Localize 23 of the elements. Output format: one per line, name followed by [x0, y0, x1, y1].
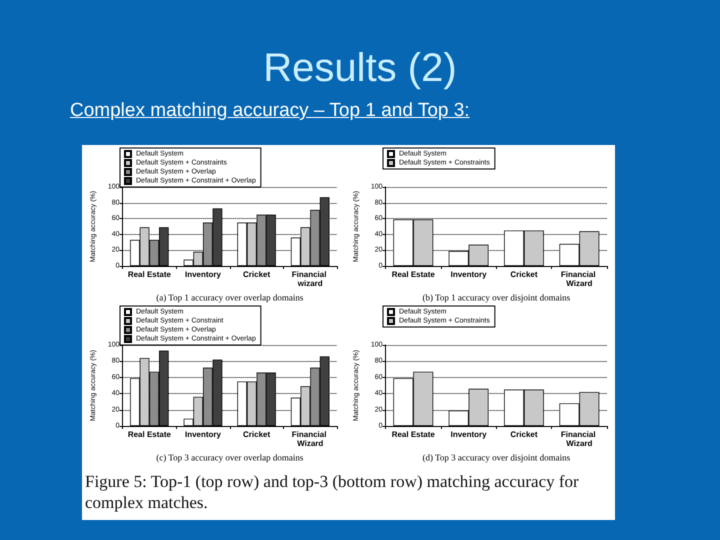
- x-tick-label: Real Estate: [128, 430, 172, 439]
- x-tick-label: Cricket: [510, 270, 538, 279]
- x-tick-label: Cricket: [243, 430, 270, 439]
- x-axis-title: (b) Top 1 accuracy over disjoint domains: [422, 292, 571, 302]
- x-tick-label: Real Estate: [392, 430, 436, 439]
- x-tick-label: Financial Wizard: [292, 430, 329, 448]
- x-tick-label: Inventory: [450, 270, 488, 279]
- chart-subtitle: Complex matching accuracy – Top 1 and Top 3:: [70, 99, 470, 123]
- x-axis-title: (d) Top 3 accuracy over disjoint domains: [422, 452, 571, 462]
- x-tick-label: Cricket: [510, 430, 538, 439]
- x-tick-label: Financial Wizard: [560, 430, 598, 448]
- caption: Figure 5: Top-1 (top row) and top-3 (bottom row) matching accuracy for complex matches.: [85, 471, 580, 513]
- x-axis-title: (c) Top 3 accuracy over overlap domains: [156, 452, 304, 462]
- x-tick-label: Cricket: [243, 270, 270, 279]
- x-tick-label: Inventory: [184, 270, 222, 279]
- x-tick-label: Inventory: [184, 430, 222, 439]
- x-tick-label: Financial wizard: [292, 270, 329, 288]
- chart-title: Results (2): [262, 45, 458, 92]
- x-tick-label: Financial Wizard: [560, 270, 598, 288]
- x-tick-label: Real Estate: [128, 270, 172, 279]
- x-tick-label: Real Estate: [392, 270, 436, 279]
- x-tick-label: Inventory: [450, 430, 488, 439]
- x-axis-title: (a) Top 1 accuracy over overlap domains: [156, 292, 304, 302]
